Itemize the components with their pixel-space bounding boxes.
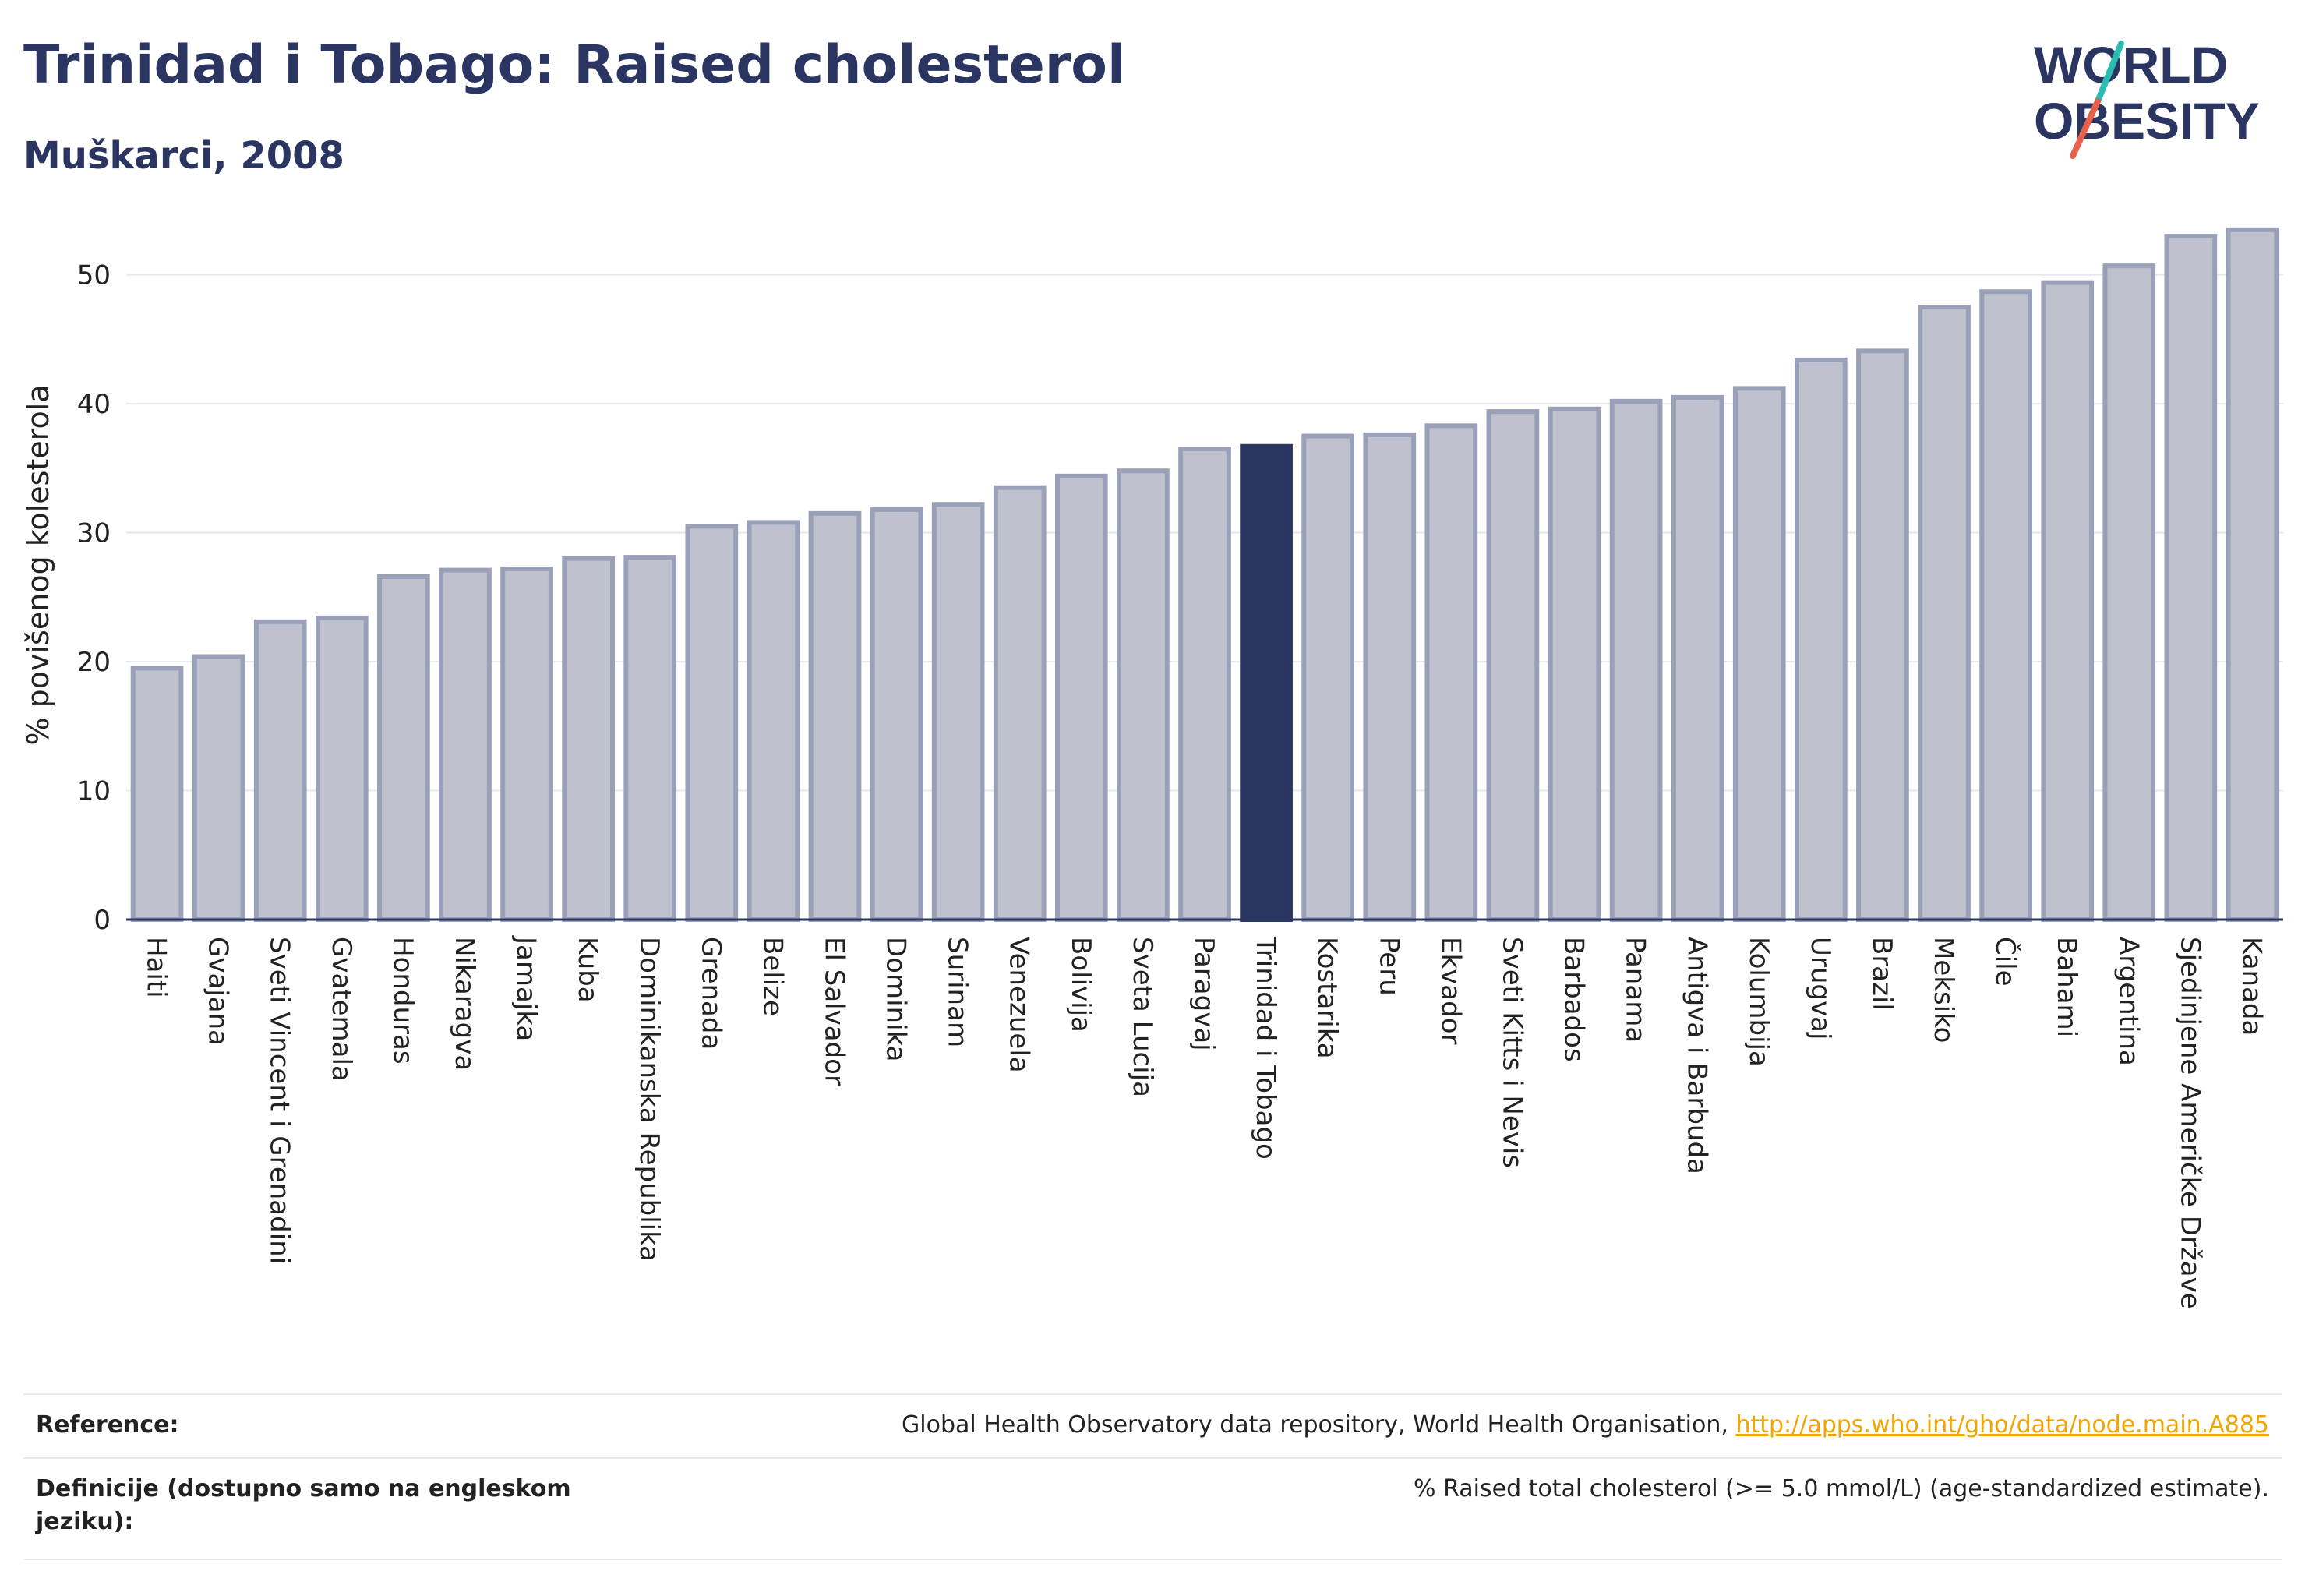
bar-chart: 0 10 20 30 40 50 Haiti Gvajana Sveti Vincent i … (21, 227, 2283, 1309)
bar (500, 566, 553, 922)
y-tick-label: 40 (77, 389, 111, 420)
bar (931, 502, 985, 922)
bar (870, 507, 923, 922)
x-tick-label: Gvajana (203, 937, 234, 1046)
x-tick-label: Paragvaj (1188, 937, 1220, 1051)
bar (2164, 234, 2218, 923)
bar (130, 666, 184, 922)
y-tick-label: 0 (94, 905, 111, 936)
x-tick-label: Kuba (572, 937, 603, 1003)
reference-value: Global Health Observatory data repositor… (902, 1409, 2269, 1442)
bar (1548, 406, 1601, 922)
bar (1301, 433, 1355, 922)
bar (1918, 305, 1971, 923)
x-tick-label: Brazil (1866, 937, 1897, 1011)
world-obesity-logo: WORLD OBESITY (2034, 39, 2260, 159)
x-tick-label: Barbados (1558, 937, 1590, 1062)
logo-line1: WORLD (2034, 39, 2228, 94)
bar (1609, 398, 1663, 922)
bar (315, 615, 369, 922)
x-tick-label: Panama (1620, 937, 1651, 1043)
x-tick-label: Trinidad i Tobago (1250, 936, 1281, 1160)
bar (192, 654, 245, 922)
bar (1117, 468, 1170, 922)
y-tick-label: 50 (77, 260, 111, 291)
x-tick-label: Čile (1989, 937, 2021, 987)
x-tick-label: Kolumbija (1743, 937, 1774, 1067)
y-tick-label: 20 (77, 647, 111, 678)
bar (2226, 227, 2279, 922)
bar (562, 556, 615, 923)
reference-label: Reference: (36, 1411, 179, 1439)
bar (439, 567, 492, 922)
bar (1856, 348, 1909, 922)
x-tick-label: Nikaragva (449, 937, 480, 1071)
x-tick-label: Kanada (2236, 937, 2267, 1036)
x-tick-label: Bahami (2051, 937, 2082, 1037)
bar (1424, 423, 1478, 922)
y-tick-label: 30 (77, 518, 111, 549)
definition-value: % Raised total cholesterol (>= 5.0 mmol/… (1414, 1475, 2269, 1502)
bar (1979, 289, 2032, 922)
bar (747, 520, 800, 923)
bar (685, 524, 739, 922)
bar (253, 619, 307, 922)
logo-slash-teal (2095, 41, 2124, 104)
y-axis-label: % povišenog kolesterola (21, 384, 55, 745)
x-tick-label: Sveti Kitts i Nevis (1496, 937, 1527, 1168)
x-tick-label: Surinam (942, 937, 973, 1047)
reference-link[interactable]: http://apps.who.int/gho/data/node.main.A… (1735, 1411, 2269, 1439)
definition-label: Definicije (dostupno samo na engleskom j… (36, 1475, 571, 1535)
x-tick-label: Peru (1373, 937, 1404, 996)
bar (993, 485, 1047, 922)
x-tick-label: Sjedinjene Američke Države (2174, 937, 2205, 1309)
x-tick-label: Dominika (881, 937, 912, 1061)
x-axis-ticks: Haiti Gvajana Sveti Vincent i Grenadini Gva… (141, 935, 2268, 1309)
bar (1054, 473, 1108, 922)
x-tick-label: Haiti (141, 937, 172, 998)
x-tick-label: Urugvaj (1805, 937, 1836, 1040)
x-tick-label: El Salvador (818, 937, 849, 1086)
bar (1178, 447, 1231, 922)
bar (808, 510, 862, 922)
x-tick-label: Honduras (387, 937, 418, 1065)
reference-text: Global Health Observatory data repositor… (902, 1411, 1736, 1439)
x-tick-label: Grenada (695, 937, 726, 1050)
bar (377, 574, 430, 923)
chart-subtitle: Muškarci, 2008 (23, 134, 344, 178)
bars (130, 227, 2279, 923)
x-tick-label: Jamajka (510, 935, 542, 1041)
chart-title: Trinidad i Tobago: Raised cholesterol (23, 34, 1126, 96)
x-tick-label: Antigva i Barbuda (1682, 937, 1713, 1174)
x-tick-label: Venezuela (1004, 937, 1035, 1073)
x-tick-label: Gvatemala (326, 937, 357, 1082)
footer-reference-row: Reference: Global Health Observatory dat… (23, 1393, 2282, 1459)
x-tick-label: Ekvador (1435, 937, 1466, 1045)
bar (1671, 394, 1724, 922)
bar (1486, 409, 1540, 922)
bar (2041, 280, 2095, 922)
bar (1732, 386, 1786, 922)
bar (1240, 443, 1293, 922)
logo-line2: OBESITY (2034, 92, 2260, 150)
y-tick-label: 10 (77, 776, 111, 807)
x-tick-label: Sveti Vincent i Grenadini (264, 937, 295, 1264)
x-tick-label: Meksiko (1928, 937, 1959, 1043)
footer-definition-row: Definicije (dostupno samo na engleskom j… (23, 1457, 2282, 1560)
logo-slash-red (2070, 98, 2101, 159)
bar (623, 555, 677, 923)
x-tick-label: Argentina (2113, 937, 2144, 1066)
x-tick-label: Bolivija (1065, 937, 1096, 1033)
bar (1363, 432, 1417, 922)
bar (2102, 263, 2156, 922)
bar (1795, 357, 1848, 923)
y-axis-ticks: 0 10 20 30 40 50 (77, 260, 111, 936)
x-tick-label: Dominikanska Republika (634, 937, 665, 1262)
x-tick-label: Sveta Lucija (1127, 937, 1158, 1097)
x-tick-label: Kostarika (1311, 937, 1343, 1059)
x-tick-label: Belize (757, 937, 788, 1016)
